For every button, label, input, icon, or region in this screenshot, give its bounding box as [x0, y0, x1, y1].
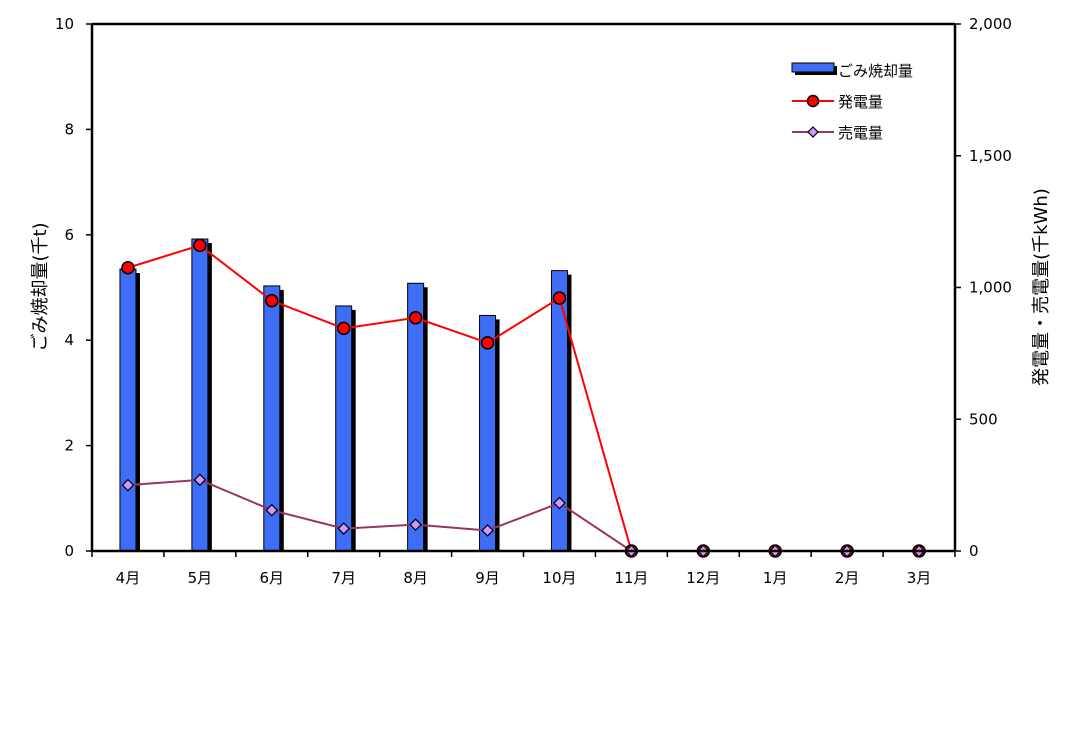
left-tick-label: 4: [64, 331, 74, 349]
x-tick-label: 12月: [686, 569, 720, 587]
x-tick-label: 9月: [475, 569, 500, 587]
bar: [191, 238, 209, 552]
bar: [479, 314, 497, 552]
legend-swatch: [791, 62, 835, 73]
point: [336, 321, 351, 336]
point: [193, 473, 207, 487]
left-tick-label: 6: [64, 226, 74, 244]
x-tick-label: 11月: [614, 569, 648, 587]
legend-label: 発電量: [838, 93, 883, 111]
left-tick-label: 2: [64, 437, 74, 455]
x-tick-label: 6月: [260, 569, 285, 587]
bar: [335, 305, 353, 552]
point: [553, 496, 566, 510]
x-tick-label: 2月: [835, 569, 860, 587]
x-tick-label: 3月: [907, 569, 932, 587]
left-tick-label: 10: [55, 15, 74, 33]
x-tick-label: 1月: [763, 569, 788, 587]
x-tick-label: 7月: [331, 569, 356, 587]
bar-group: [119, 238, 572, 552]
point: [552, 291, 567, 305]
right-tick-label: 1,000: [969, 279, 1012, 297]
point: [193, 238, 207, 253]
bar: [119, 268, 137, 552]
left-tick-label: 0: [64, 542, 74, 560]
legend-label: ごみ焼却量: [838, 62, 913, 80]
legend-marker: [806, 94, 820, 108]
left-axis-title: ごみ焼却量(千t): [30, 222, 51, 351]
right-tick-label: 1,500: [969, 147, 1012, 165]
right-tick-label: 0: [969, 542, 979, 560]
point: [409, 518, 422, 531]
point: [265, 293, 279, 308]
point: [121, 478, 135, 492]
x-axis-ticks: 4月 5月 6月 7月 8月 9月 10月 11月 12月 1月 2月 3月: [91, 551, 956, 587]
legend-label: 売電量: [838, 124, 883, 142]
x-tick-label: 10月: [542, 569, 576, 587]
point: [408, 311, 423, 325]
x-tick-label: 5月: [188, 569, 213, 587]
point: [481, 524, 494, 537]
legend-marker: [807, 126, 819, 138]
right-tick-label: 500: [969, 410, 998, 428]
plot-area: [92, 24, 955, 551]
left-tick-label: 8: [64, 120, 74, 138]
point: [337, 522, 351, 535]
right-axis-title: 発電量・売電量(千kWh): [1031, 188, 1052, 386]
point: [265, 503, 279, 517]
point: [121, 260, 135, 275]
x-tick-label: 4月: [116, 569, 141, 587]
right-tick-label: 2,000: [969, 15, 1012, 33]
x-tick-label: 8月: [403, 569, 428, 587]
point: [480, 336, 495, 350]
right-axis-ticks: 0 500 1,000 1,500 2,000: [955, 15, 1012, 560]
left-axis-ticks: 0 2 4 6 8 10: [55, 15, 92, 560]
